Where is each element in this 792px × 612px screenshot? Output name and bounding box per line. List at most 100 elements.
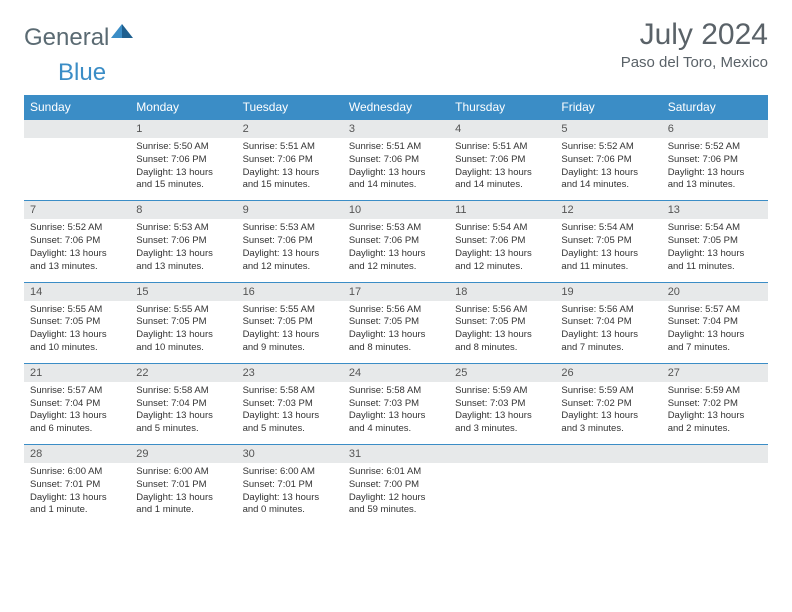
day-body: Sunrise: 5:50 AMSunset: 7:06 PMDaylight:… xyxy=(130,138,236,200)
sunrise-text: Sunrise: 5:55 AM xyxy=(136,304,230,317)
sunrise-text: Sunrise: 6:00 AM xyxy=(243,466,337,479)
dow-saturday: Saturday xyxy=(662,95,768,120)
sunset-text: Sunset: 7:05 PM xyxy=(668,235,762,248)
daylight-text: Daylight: 13 hours and 9 minutes. xyxy=(243,329,337,355)
daylight-text: Daylight: 13 hours and 14 minutes. xyxy=(561,167,655,193)
logo-triangle-icon xyxy=(111,22,133,43)
day-cell: 30Sunrise: 6:00 AMSunset: 7:01 PMDayligh… xyxy=(237,445,343,526)
calendar-table: Sunday Monday Tuesday Wednesday Thursday… xyxy=(24,95,768,525)
day-cell: 1Sunrise: 5:50 AMSunset: 7:06 PMDaylight… xyxy=(130,120,236,201)
daylight-text: Daylight: 13 hours and 3 minutes. xyxy=(561,410,655,436)
day-body: Sunrise: 6:00 AMSunset: 7:01 PMDaylight:… xyxy=(237,463,343,525)
sunrise-text: Sunrise: 5:59 AM xyxy=(455,385,549,398)
day-body: Sunrise: 5:54 AMSunset: 7:05 PMDaylight:… xyxy=(555,219,661,281)
sunrise-text: Sunrise: 5:54 AM xyxy=(561,222,655,235)
day-number: 12 xyxy=(555,201,661,219)
sunset-text: Sunset: 7:06 PM xyxy=(136,235,230,248)
day-number: 29 xyxy=(130,445,236,463)
daylight-text: Daylight: 13 hours and 10 minutes. xyxy=(136,329,230,355)
day-body xyxy=(24,138,130,196)
sunrise-text: Sunrise: 5:59 AM xyxy=(668,385,762,398)
daylight-text: Daylight: 13 hours and 15 minutes. xyxy=(243,167,337,193)
dow-friday: Friday xyxy=(555,95,661,120)
day-number: 5 xyxy=(555,120,661,138)
day-cell: 13Sunrise: 5:54 AMSunset: 7:05 PMDayligh… xyxy=(662,201,768,282)
day-body xyxy=(449,463,555,521)
sunset-text: Sunset: 7:04 PM xyxy=(668,316,762,329)
sunrise-text: Sunrise: 5:58 AM xyxy=(349,385,443,398)
day-cell: 7Sunrise: 5:52 AMSunset: 7:06 PMDaylight… xyxy=(24,201,130,282)
dow-sunday: Sunday xyxy=(24,95,130,120)
daylight-text: Daylight: 13 hours and 14 minutes. xyxy=(455,167,549,193)
sunrise-text: Sunrise: 5:55 AM xyxy=(30,304,124,317)
sunrise-text: Sunrise: 5:50 AM xyxy=(136,141,230,154)
daylight-text: Daylight: 13 hours and 1 minute. xyxy=(30,492,124,518)
daylight-text: Daylight: 13 hours and 4 minutes. xyxy=(349,410,443,436)
day-cell: 4Sunrise: 5:51 AMSunset: 7:06 PMDaylight… xyxy=(449,120,555,201)
logo: General xyxy=(24,24,135,52)
sunrise-text: Sunrise: 5:54 AM xyxy=(668,222,762,235)
sunset-text: Sunset: 7:06 PM xyxy=(455,154,549,167)
day-cell: 21Sunrise: 5:57 AMSunset: 7:04 PMDayligh… xyxy=(24,363,130,444)
daylight-text: Daylight: 13 hours and 13 minutes. xyxy=(30,248,124,274)
day-number xyxy=(449,445,555,463)
sunrise-text: Sunrise: 6:01 AM xyxy=(349,466,443,479)
sunset-text: Sunset: 7:01 PM xyxy=(30,479,124,492)
day-cell: 22Sunrise: 5:58 AMSunset: 7:04 PMDayligh… xyxy=(130,363,236,444)
day-number: 17 xyxy=(343,283,449,301)
day-number: 13 xyxy=(662,201,768,219)
day-number: 1 xyxy=(130,120,236,138)
day-body: Sunrise: 5:53 AMSunset: 7:06 PMDaylight:… xyxy=(237,219,343,281)
day-body: Sunrise: 5:58 AMSunset: 7:04 PMDaylight:… xyxy=(130,382,236,444)
daylight-text: Daylight: 13 hours and 7 minutes. xyxy=(561,329,655,355)
sunset-text: Sunset: 7:05 PM xyxy=(561,235,655,248)
sunrise-text: Sunrise: 5:51 AM xyxy=(349,141,443,154)
day-body: Sunrise: 5:55 AMSunset: 7:05 PMDaylight:… xyxy=(130,301,236,363)
day-body: Sunrise: 5:56 AMSunset: 7:05 PMDaylight:… xyxy=(449,301,555,363)
sunset-text: Sunset: 7:02 PM xyxy=(561,398,655,411)
sunrise-text: Sunrise: 5:53 AM xyxy=(243,222,337,235)
day-number: 10 xyxy=(343,201,449,219)
sunrise-text: Sunrise: 5:58 AM xyxy=(136,385,230,398)
day-body: Sunrise: 5:55 AMSunset: 7:05 PMDaylight:… xyxy=(237,301,343,363)
day-cell xyxy=(24,120,130,201)
day-body: Sunrise: 6:01 AMSunset: 7:00 PMDaylight:… xyxy=(343,463,449,525)
daylight-text: Daylight: 13 hours and 15 minutes. xyxy=(136,167,230,193)
day-cell: 25Sunrise: 5:59 AMSunset: 7:03 PMDayligh… xyxy=(449,363,555,444)
sunset-text: Sunset: 7:01 PM xyxy=(136,479,230,492)
day-cell: 9Sunrise: 5:53 AMSunset: 7:06 PMDaylight… xyxy=(237,201,343,282)
sunset-text: Sunset: 7:01 PM xyxy=(243,479,337,492)
sunset-text: Sunset: 7:06 PM xyxy=(561,154,655,167)
day-number: 22 xyxy=(130,364,236,382)
day-number: 21 xyxy=(24,364,130,382)
logo-text-blue: Blue xyxy=(58,59,106,86)
day-cell: 28Sunrise: 6:00 AMSunset: 7:01 PMDayligh… xyxy=(24,445,130,526)
day-cell: 18Sunrise: 5:56 AMSunset: 7:05 PMDayligh… xyxy=(449,282,555,363)
day-cell: 26Sunrise: 5:59 AMSunset: 7:02 PMDayligh… xyxy=(555,363,661,444)
day-number: 19 xyxy=(555,283,661,301)
day-body: Sunrise: 5:52 AMSunset: 7:06 PMDaylight:… xyxy=(24,219,130,281)
sunrise-text: Sunrise: 5:56 AM xyxy=(349,304,443,317)
day-number: 28 xyxy=(24,445,130,463)
dow-tuesday: Tuesday xyxy=(237,95,343,120)
day-number: 16 xyxy=(237,283,343,301)
sunrise-text: Sunrise: 5:54 AM xyxy=(455,222,549,235)
sunset-text: Sunset: 7:06 PM xyxy=(243,154,337,167)
sunrise-text: Sunrise: 5:52 AM xyxy=(668,141,762,154)
day-body: Sunrise: 6:00 AMSunset: 7:01 PMDaylight:… xyxy=(24,463,130,525)
day-number: 6 xyxy=(662,120,768,138)
sunset-text: Sunset: 7:06 PM xyxy=(349,235,443,248)
week-row: 7Sunrise: 5:52 AMSunset: 7:06 PMDaylight… xyxy=(24,201,768,282)
day-number: 27 xyxy=(662,364,768,382)
sunrise-text: Sunrise: 5:55 AM xyxy=(243,304,337,317)
day-number: 2 xyxy=(237,120,343,138)
daylight-text: Daylight: 13 hours and 12 minutes. xyxy=(455,248,549,274)
day-number xyxy=(24,120,130,138)
dow-row: Sunday Monday Tuesday Wednesday Thursday… xyxy=(24,95,768,120)
sunrise-text: Sunrise: 5:57 AM xyxy=(668,304,762,317)
sunset-text: Sunset: 7:06 PM xyxy=(455,235,549,248)
day-number: 7 xyxy=(24,201,130,219)
day-body: Sunrise: 5:51 AMSunset: 7:06 PMDaylight:… xyxy=(237,138,343,200)
day-body: Sunrise: 5:51 AMSunset: 7:06 PMDaylight:… xyxy=(449,138,555,200)
sunset-text: Sunset: 7:05 PM xyxy=(349,316,443,329)
